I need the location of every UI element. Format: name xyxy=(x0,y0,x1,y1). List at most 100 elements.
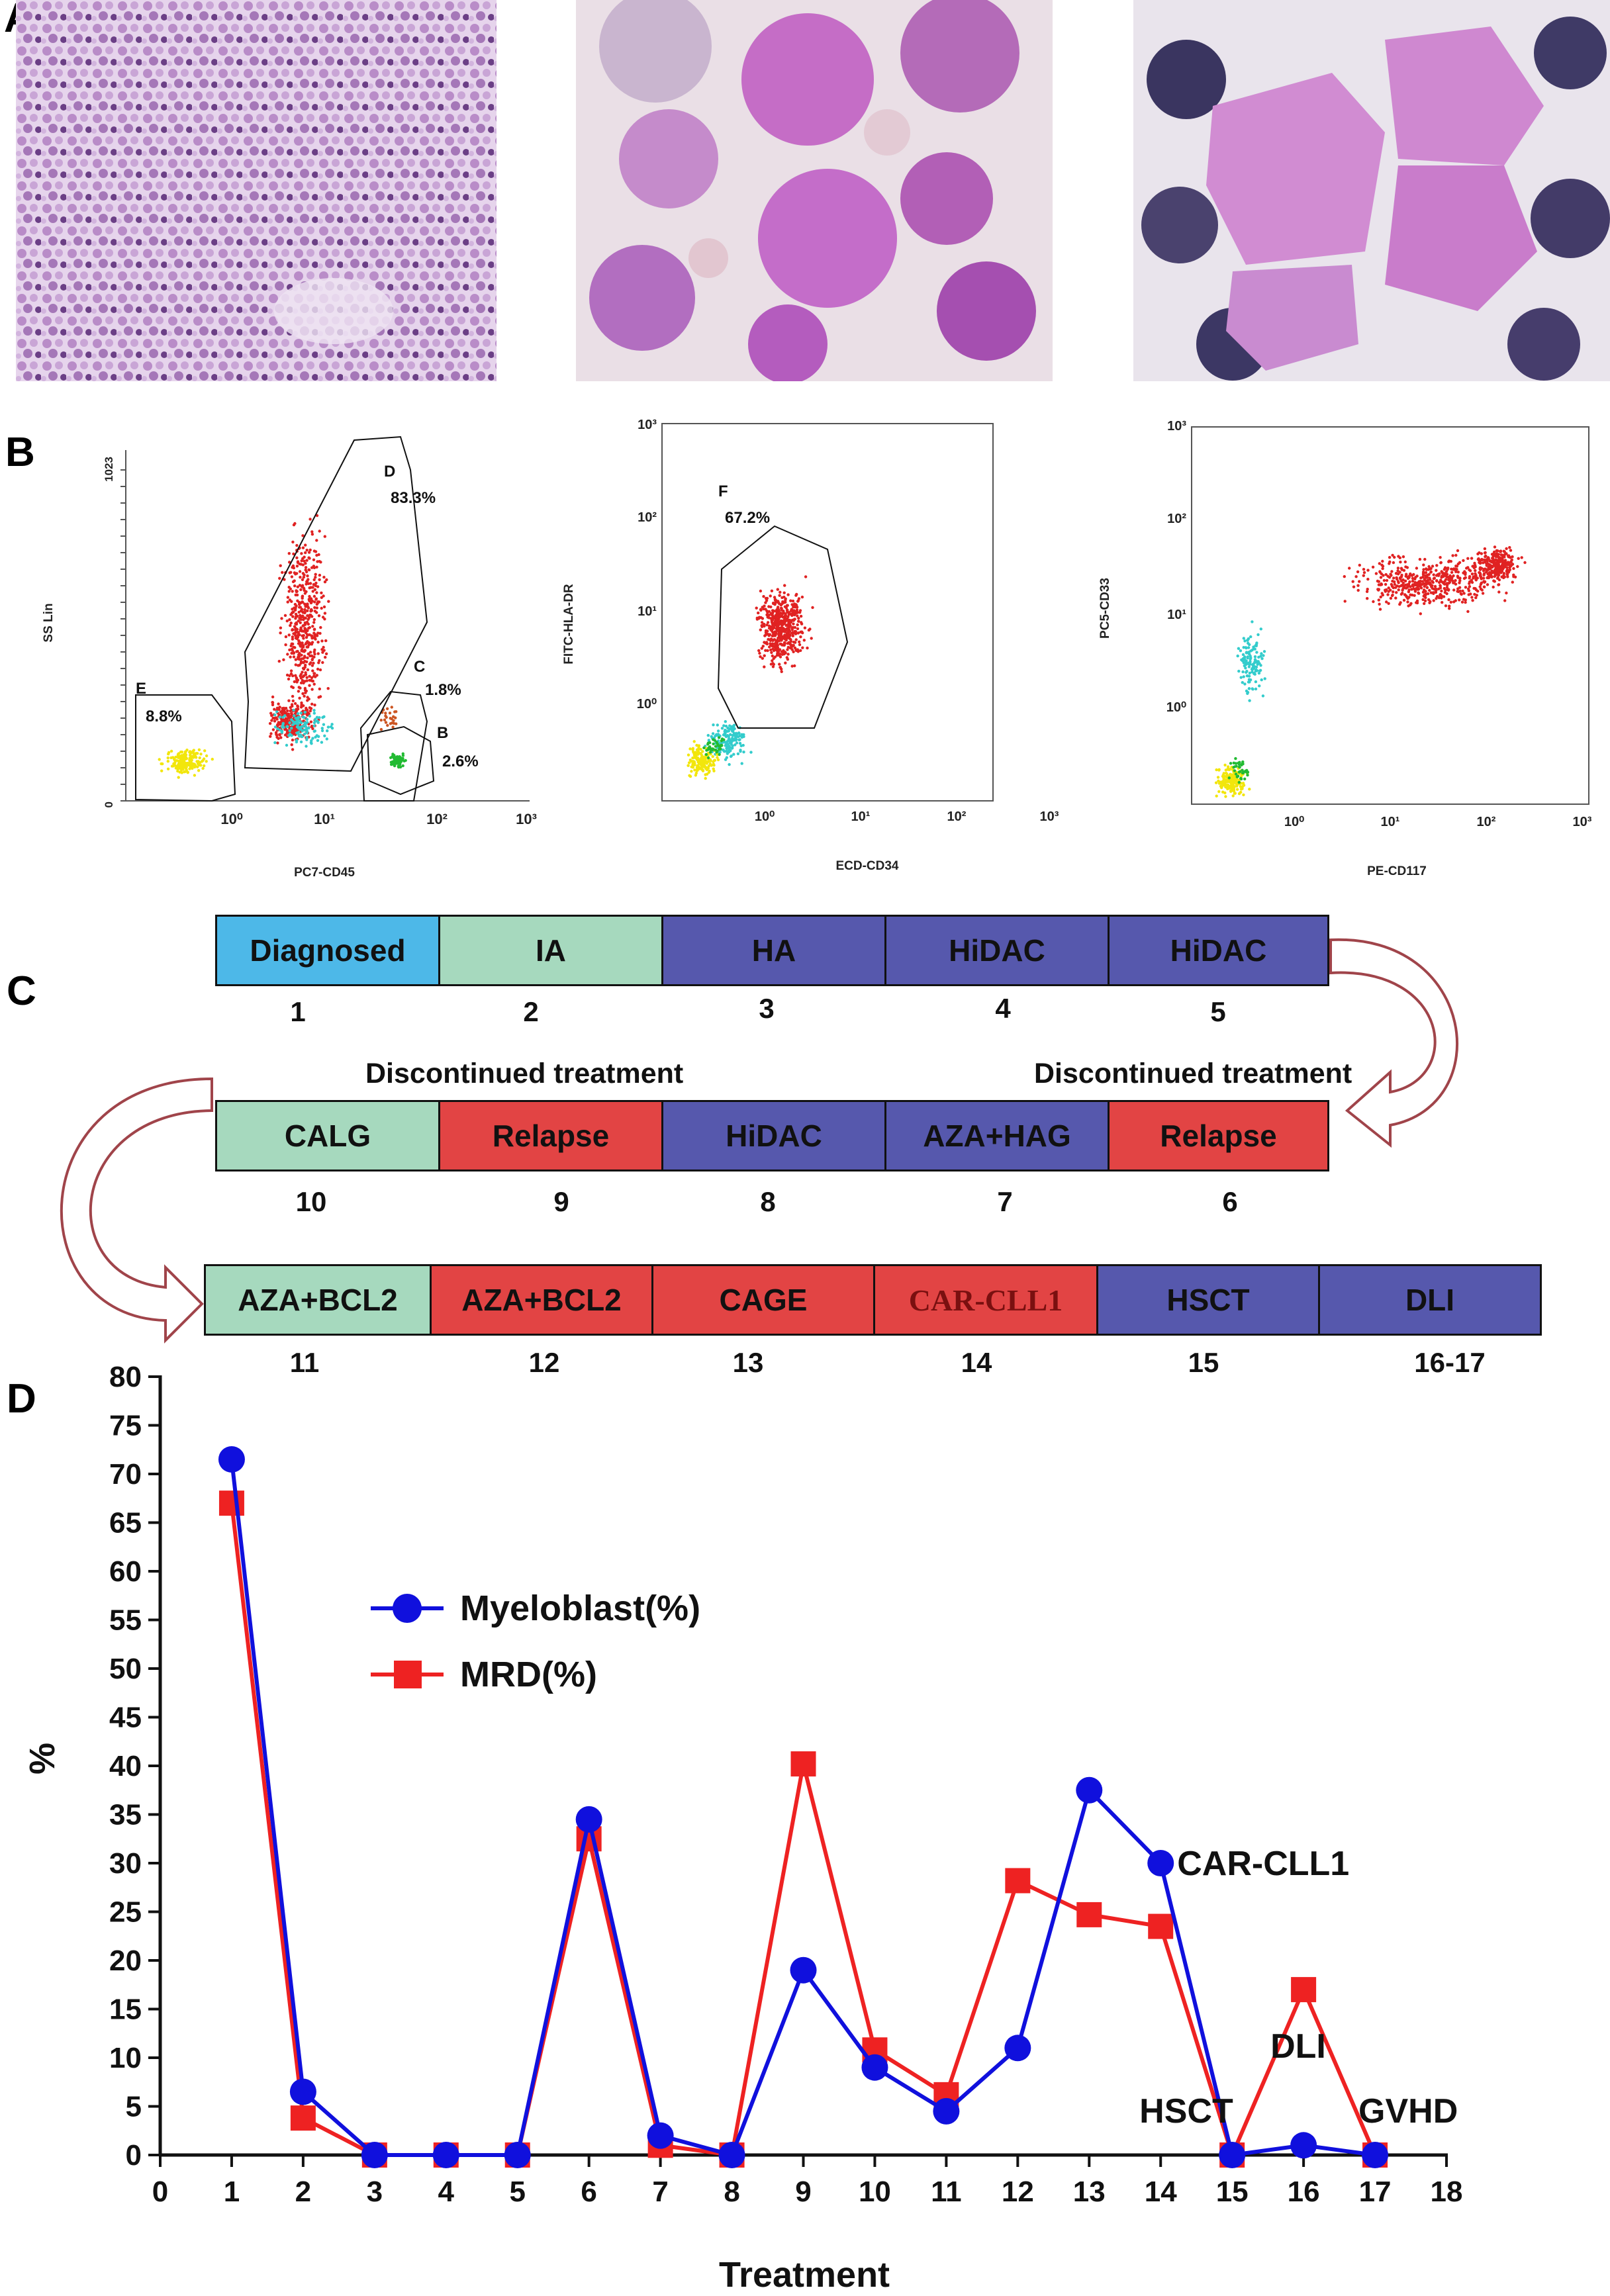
flow-dot-red xyxy=(1394,572,1398,575)
myeloblast-point xyxy=(1362,2142,1389,2168)
flow3-ytick-3: 10¹ xyxy=(1167,608,1186,622)
flow-dot-green xyxy=(1245,770,1249,774)
flow-dot-red xyxy=(291,540,295,544)
flow-dot-red xyxy=(293,680,296,684)
timeline-num-10: 10 xyxy=(295,1186,327,1217)
timeline-step-15: HSCT xyxy=(1096,1264,1320,1336)
flow-dot-red xyxy=(770,589,774,592)
flow-dot-cyan xyxy=(736,752,740,756)
flow-dot-red xyxy=(789,640,793,643)
flow-dot-red xyxy=(783,584,786,587)
flow-dot-red xyxy=(290,575,294,578)
flow-dot-red xyxy=(318,668,322,672)
flow-dot-red xyxy=(1406,600,1409,604)
flow-dot-red xyxy=(771,642,775,645)
flow-dot-yellow xyxy=(706,766,710,770)
flow-dot-red xyxy=(283,578,286,581)
flow-dot-red xyxy=(306,574,309,578)
flow-dot-red xyxy=(290,743,293,747)
flow-dot-red xyxy=(285,673,289,677)
gate-b-letter: B xyxy=(437,724,448,742)
flow-dot-red xyxy=(301,610,305,614)
flow-dot-red xyxy=(1479,582,1483,586)
flow-dot-red xyxy=(322,645,325,649)
flow-dot-red xyxy=(1448,604,1451,608)
micrograph-medium-magnification xyxy=(576,0,1053,381)
flow-dot-yellow xyxy=(688,747,692,751)
gate-e xyxy=(135,694,236,802)
gate-d-pct: 83.3% xyxy=(391,489,436,507)
flow-dot-red xyxy=(301,600,304,604)
flow2-xtick-1: 10⁰ xyxy=(755,809,775,824)
flow-dot-red xyxy=(323,612,327,615)
flow-dot-yellow xyxy=(712,769,716,772)
flow-dot-cyan xyxy=(299,740,303,744)
flow-dot-red xyxy=(773,615,777,619)
flow-dot-red xyxy=(291,590,294,593)
flow-dot-cyan xyxy=(1258,669,1262,672)
flow-dot-red xyxy=(792,619,795,622)
flow-dot-red xyxy=(1422,568,1425,571)
flow-dot-red xyxy=(795,606,799,609)
flow-dot-cyan xyxy=(1236,654,1239,658)
flow-dot-red xyxy=(1497,578,1501,582)
flow-dot-yellow xyxy=(1224,795,1227,798)
flow-dot-red xyxy=(286,717,289,721)
flow-dot-cyan xyxy=(1243,655,1247,659)
flow-dot-green xyxy=(1241,771,1245,775)
flow-dot-red xyxy=(799,649,802,653)
flow-dot-yellow xyxy=(1219,784,1223,788)
flow-dot-red xyxy=(774,618,778,621)
flow-dot-red xyxy=(289,669,293,672)
flow-dot-red xyxy=(1413,594,1416,597)
flow-dot-red xyxy=(1513,575,1517,578)
flow-dot-red xyxy=(1366,597,1369,600)
flow-dot-red xyxy=(1474,563,1477,567)
flow-dot-red xyxy=(308,594,311,598)
flow-dot-red xyxy=(783,642,786,645)
flow-dot-red xyxy=(769,612,773,615)
flow-dot-red xyxy=(790,626,794,630)
flow-dot-red xyxy=(304,616,307,620)
flow-dot-red xyxy=(1389,596,1393,600)
flow-dot-red xyxy=(1478,585,1482,588)
flow-dot-cyan xyxy=(290,718,293,721)
flow-dot-red xyxy=(306,656,309,660)
flow-dot-red xyxy=(791,632,794,635)
flow-dot-yellow xyxy=(189,764,192,768)
flow-dot-red xyxy=(318,560,321,563)
flow-dot-cyan xyxy=(1242,675,1245,678)
flow-dot-red xyxy=(786,610,790,614)
flow-dot-yellow xyxy=(205,754,209,758)
myeloblast-point xyxy=(1290,2132,1317,2159)
flow-dot-red xyxy=(293,602,297,606)
flow-dot-yellow xyxy=(166,756,169,760)
flow-dot-red xyxy=(775,600,778,604)
flow-dot-yellow xyxy=(203,764,206,768)
gate-c xyxy=(359,690,428,802)
flow-dot-yellow xyxy=(182,765,186,769)
flow-dot-red xyxy=(767,610,771,614)
flow-dot-red xyxy=(300,552,303,555)
flow-dot-yellow xyxy=(704,767,708,770)
flow-dot-red xyxy=(776,588,779,591)
flow-dot-cyan xyxy=(1260,678,1263,682)
flow2-ytick-2: 10² xyxy=(638,510,657,525)
flow-dot-green xyxy=(1234,762,1238,765)
flow-dot-red xyxy=(282,658,285,661)
chart-annotation: GVHD xyxy=(1358,2092,1458,2131)
flow-dot-red xyxy=(299,618,303,621)
flow-dot-red xyxy=(293,729,296,733)
flow-dot-yellow xyxy=(198,756,201,760)
flow-dot-cyan xyxy=(321,715,324,719)
flow-dot-green xyxy=(389,760,393,764)
x-tick-label: 8 xyxy=(724,2176,739,2208)
flow-dot-red xyxy=(312,583,316,586)
flow-dot-yellow xyxy=(184,753,188,757)
flow-dot-cyan xyxy=(294,717,297,720)
flow-dot-red xyxy=(1433,576,1437,580)
flow-dot-red xyxy=(757,649,761,653)
flow-dot-red xyxy=(307,618,310,621)
flow-dot-red xyxy=(279,626,283,629)
flow-dot-cyan xyxy=(281,725,284,729)
